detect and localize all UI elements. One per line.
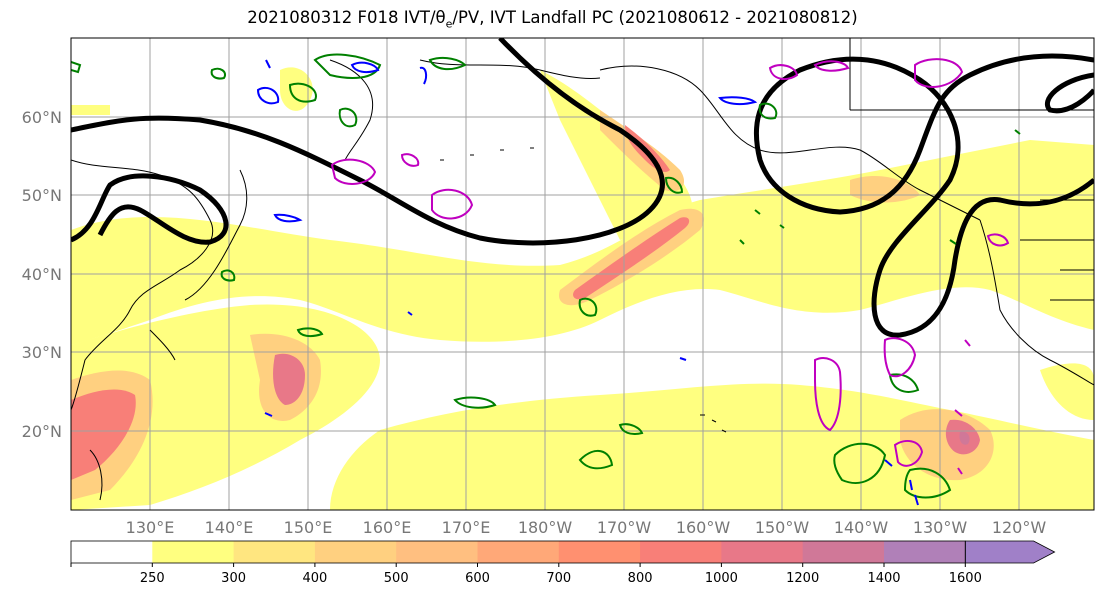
colorbar-cell	[558, 541, 641, 563]
gridlines	[71, 38, 1094, 510]
colorbar-tick-label: 400	[302, 571, 327, 586]
theta-e-contours	[330, 58, 1010, 475]
map-panel	[71, 38, 1094, 510]
colorbar-cell	[477, 541, 560, 563]
map-title: 2021080312 F018 IVT/θe/PV, IVT Landfall …	[247, 8, 858, 31]
lat-label: 60°N	[22, 108, 62, 127]
colorbar-tick-label: 500	[384, 571, 409, 586]
colorbar-frame	[70, 540, 966, 564]
lon-label: 130°W	[913, 518, 968, 537]
lon-label: 140°W	[834, 518, 889, 537]
colorbar-tick-label: 1200	[786, 571, 819, 586]
longitude-labels: 130°E 140°E 150°E 160°E 170°E 180°W 170°…	[126, 518, 1047, 537]
colorbar-cell	[396, 541, 478, 563]
lon-label: 150°W	[755, 518, 810, 537]
lat-label: 30°N	[22, 343, 62, 362]
map-frame	[70, 37, 1095, 511]
latitude-labels: 60°N 50°N 40°N 30°N 20°N	[22, 108, 62, 441]
colorbar-tick-label: 300	[221, 571, 246, 586]
colorbar-cell	[802, 541, 885, 563]
colorbar-cell	[640, 541, 722, 563]
lon-label: 140°E	[205, 518, 254, 537]
colorbar-cell	[152, 541, 235, 563]
theta-subscript: e	[445, 17, 453, 31]
colorbar-cell	[884, 541, 966, 563]
colorbar-tick-label: 1600	[949, 571, 982, 586]
lon-label: 120°W	[992, 518, 1047, 537]
colorbar-tick-label: 1000	[705, 571, 738, 586]
colorbar-ticks: 250 300 400 500 600 700 800 1000 1200 1400 1600	[70, 563, 982, 586]
colorbar-cell	[233, 541, 316, 563]
lon-label: 150°E	[284, 518, 333, 537]
colorbar-tick-label: 250	[140, 571, 165, 586]
colorbar-tick-label: 600	[465, 571, 490, 586]
colorbar-tick-label: 700	[546, 571, 571, 586]
ivt-shading	[71, 67, 1094, 510]
colorbar-tick-label: 800	[628, 571, 653, 586]
lon-label: 160°E	[363, 518, 412, 537]
pv-contours-blue	[256, 59, 919, 506]
colorbar-extend-arrow	[964, 540, 1056, 564]
lon-label: 170°E	[442, 518, 491, 537]
lon-label: 130°E	[126, 518, 175, 537]
colorbar-cell	[721, 541, 804, 563]
colorbar: 250 300 400 500 600 700 800 1000 1200 1400 1600	[70, 540, 1056, 586]
lon-label: 170°W	[597, 518, 652, 537]
colorbar-cell	[71, 541, 153, 563]
lon-label: 160°W	[676, 518, 731, 537]
ivt-landfall-pc-contours	[71, 38, 1094, 338]
colorbar-cells	[70, 540, 1056, 564]
colorbar-cell	[314, 541, 397, 563]
lon-label: 180°W	[518, 518, 573, 537]
colorbar-tick-label: 1400	[867, 571, 900, 586]
theta-symbol: θ	[435, 8, 446, 27]
lat-label: 50°N	[22, 186, 62, 205]
lat-label: 40°N	[22, 265, 62, 284]
lat-label: 20°N	[22, 422, 62, 441]
pv-contours-green	[71, 53, 1021, 499]
